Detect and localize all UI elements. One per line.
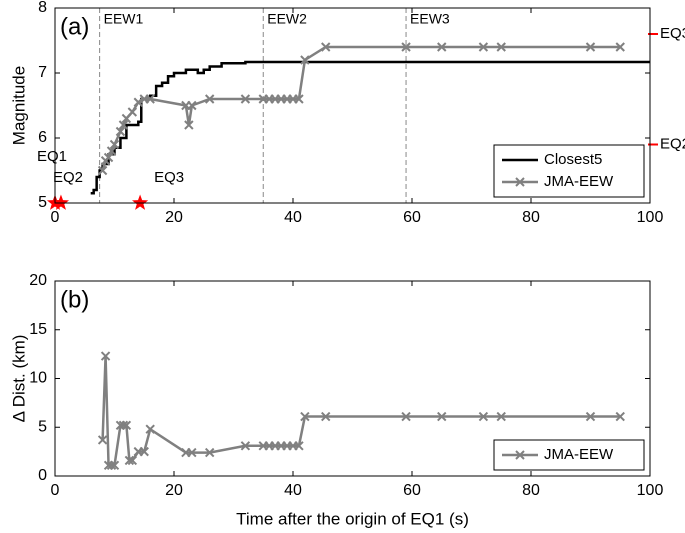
marker xyxy=(321,411,331,422)
legend-marker xyxy=(515,450,525,460)
y-tick-label: 6 xyxy=(38,129,47,146)
event-label: EQ1 xyxy=(37,148,67,165)
y-tick-label: 10 xyxy=(29,370,47,387)
marker xyxy=(103,152,114,163)
event-line-label: EEW2 xyxy=(267,11,307,27)
marker xyxy=(437,42,447,52)
marker xyxy=(145,94,155,104)
marker xyxy=(401,42,411,52)
marker xyxy=(496,42,506,52)
legend-label: JMA-EEW xyxy=(544,173,614,190)
marker xyxy=(240,441,251,451)
marker xyxy=(184,120,194,130)
axes-frame xyxy=(54,7,651,204)
x-tick-label: 80 xyxy=(522,482,540,499)
x-tick-label: 80 xyxy=(522,209,540,226)
y-axis-label: Magnitude xyxy=(9,66,28,145)
marker xyxy=(127,107,138,117)
y-tick-label: 7 xyxy=(38,64,47,81)
legend-label: JMA-EEW xyxy=(544,446,614,463)
marker xyxy=(109,139,120,150)
x-tick-label: 0 xyxy=(51,209,60,226)
marker xyxy=(204,447,215,458)
event-star xyxy=(132,194,149,210)
marker xyxy=(97,435,108,445)
x-tick-label: 40 xyxy=(284,482,302,499)
marker xyxy=(300,55,310,65)
event-line-label: EEW1 xyxy=(104,11,144,27)
marker xyxy=(187,100,197,111)
event-line-label: EEW3 xyxy=(410,11,450,27)
marker xyxy=(133,97,144,107)
right-marker-label: EQ2 xyxy=(660,135,685,152)
x-tick-label: 0 xyxy=(51,482,60,499)
marker xyxy=(139,446,149,457)
x-tick-label: 100 xyxy=(637,482,664,499)
marker xyxy=(145,424,155,434)
marker xyxy=(124,455,135,466)
x-tick-label: 20 xyxy=(165,209,183,226)
y-axis-label: Δ Dist. (km) xyxy=(9,335,28,423)
event-label: EQ3 xyxy=(154,169,184,186)
marker xyxy=(615,42,625,52)
marker xyxy=(106,460,117,470)
marker xyxy=(478,411,489,422)
marker xyxy=(204,94,215,104)
panel-label: (b) xyxy=(60,286,89,313)
marker xyxy=(118,120,129,130)
legend: JMA-EEW xyxy=(493,439,645,471)
legend-label: Closest5 xyxy=(544,151,602,168)
axes-frame xyxy=(54,280,651,477)
y-tick-label: 8 xyxy=(38,0,47,16)
marker xyxy=(240,94,251,104)
y-tick-label: 5 xyxy=(38,194,47,211)
marker xyxy=(496,411,506,422)
x-tick-label: 20 xyxy=(165,482,183,499)
x-tick-label: 40 xyxy=(284,209,302,226)
marker xyxy=(127,455,138,466)
marker xyxy=(321,42,331,52)
legend: Closest5 JMA-EEW xyxy=(493,144,645,198)
event-label: EQ2 xyxy=(53,169,83,186)
marker xyxy=(478,42,489,52)
marker xyxy=(294,441,304,451)
marker xyxy=(97,165,108,176)
marker xyxy=(585,411,596,422)
series xyxy=(97,351,625,470)
marker xyxy=(106,146,117,156)
marker xyxy=(100,351,111,361)
panel-label: (a) xyxy=(60,13,89,40)
marker xyxy=(300,411,310,422)
right-marker-label: EQ3 xyxy=(660,25,685,42)
legend-box xyxy=(493,144,645,198)
y-tick-label: 0 xyxy=(38,467,47,484)
event-star xyxy=(52,194,70,210)
y-tick-label: 20 xyxy=(29,272,47,289)
marker xyxy=(615,411,625,422)
x-axis-label: Time after the origin of EQ1 (s) xyxy=(236,509,469,528)
marker xyxy=(121,420,132,431)
y-tick-label: 15 xyxy=(29,321,47,338)
marker xyxy=(401,411,411,422)
marker xyxy=(187,447,197,458)
x-tick-label: 60 xyxy=(403,209,421,226)
y-tick-label: 5 xyxy=(38,418,47,435)
marker xyxy=(118,420,129,431)
marker xyxy=(294,94,304,104)
marker xyxy=(585,42,596,52)
marker xyxy=(109,460,120,470)
marker xyxy=(115,126,126,137)
series xyxy=(97,42,625,176)
x-tick-label: 60 xyxy=(403,482,421,499)
x-tick-label: 100 xyxy=(637,209,664,226)
legend-marker xyxy=(515,177,525,187)
marker xyxy=(437,411,447,422)
